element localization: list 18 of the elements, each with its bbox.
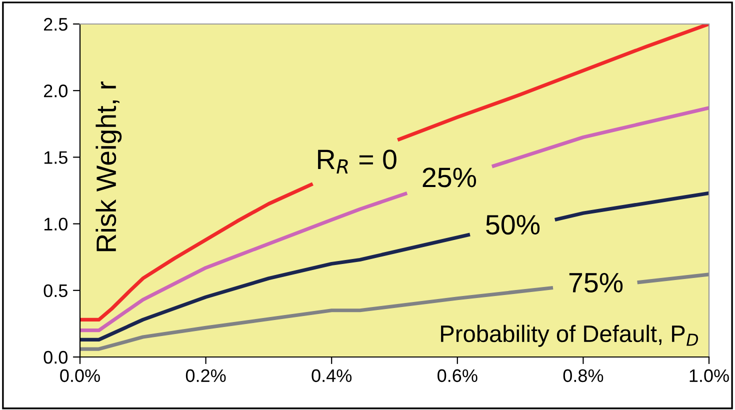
x-tick-label: 1.0% bbox=[690, 369, 729, 382]
y-tick-label: 2.0 bbox=[44, 84, 68, 98]
x-tick-label: 0.6% bbox=[438, 369, 478, 382]
x-tick-label: 0.2% bbox=[186, 369, 226, 382]
x-axis-title: Probability of Default, P$_{D}$ bbox=[441, 324, 698, 347]
series-label: 25% bbox=[422, 168, 476, 188]
y-tick-label: 1.5 bbox=[44, 151, 68, 164]
series-label: R$_{R}$ = 0 bbox=[318, 150, 396, 174]
y-tick-label: 2.5 bbox=[44, 18, 68, 31]
series-label: 75% bbox=[569, 272, 623, 293]
y-axis-title: Risk Weight, r bbox=[96, 81, 122, 252]
x-tick-label: 0.0% bbox=[60, 369, 100, 382]
x-tick-label: 0.4% bbox=[312, 369, 352, 382]
series-label: 50% bbox=[486, 214, 540, 235]
y-tick-label: 0.0 bbox=[44, 350, 68, 364]
y-tick-label: 1.0 bbox=[44, 218, 68, 231]
y-tick-label: 0.5 bbox=[44, 284, 68, 298]
x-tick-label: 0.8% bbox=[563, 369, 604, 382]
